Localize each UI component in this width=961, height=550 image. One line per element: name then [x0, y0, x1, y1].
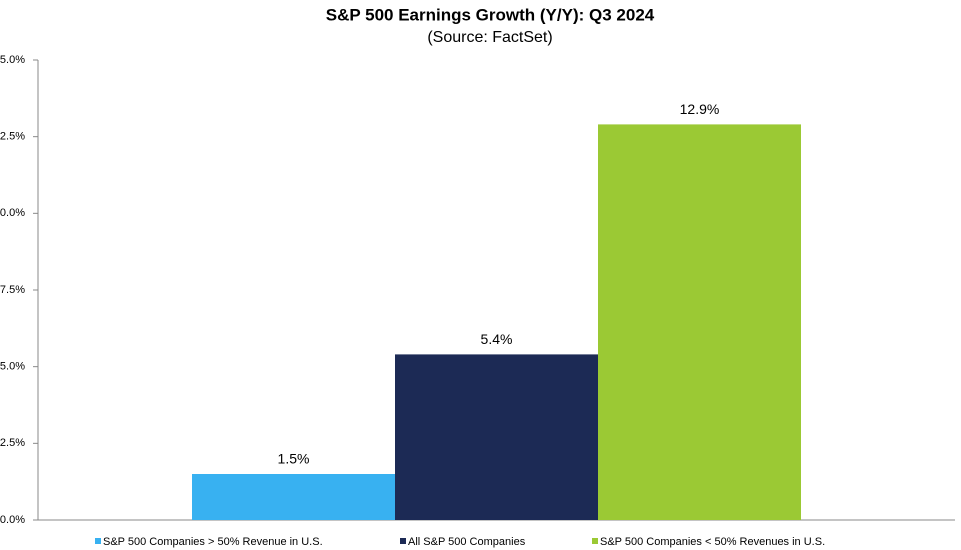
- legend-swatch: [400, 538, 406, 544]
- data-label: 12.9%: [680, 101, 720, 117]
- y-tick-label: 12.5%: [0, 131, 25, 143]
- y-tick-label: 5.0%: [0, 361, 25, 373]
- legend-label: S&P 500 Companies < 50% Revenues in U.S.: [600, 536, 825, 548]
- bar: [192, 474, 395, 520]
- legend-swatch: [592, 538, 598, 544]
- y-tick-label: 0.0%: [0, 514, 25, 526]
- y-tick-label: 2.5%: [0, 437, 25, 449]
- y-tick-label: 10.0%: [0, 207, 25, 219]
- legend-label: All S&P 500 Companies: [408, 536, 526, 548]
- chart-subtitle: (Source: FactSet): [427, 29, 552, 46]
- data-label: 1.5%: [278, 451, 310, 467]
- bar: [598, 124, 801, 521]
- legend-label: S&P 500 Companies > 50% Revenue in U.S.: [103, 536, 323, 548]
- y-tick-label: 15.0%: [0, 54, 25, 66]
- legend-swatch: [95, 538, 101, 544]
- y-tick-label: 7.5%: [0, 284, 25, 296]
- data-label: 5.4%: [481, 331, 513, 347]
- chart-title: S&P 500 Earnings Growth (Y/Y): Q3 2024: [326, 5, 655, 24]
- bar: [395, 354, 598, 520]
